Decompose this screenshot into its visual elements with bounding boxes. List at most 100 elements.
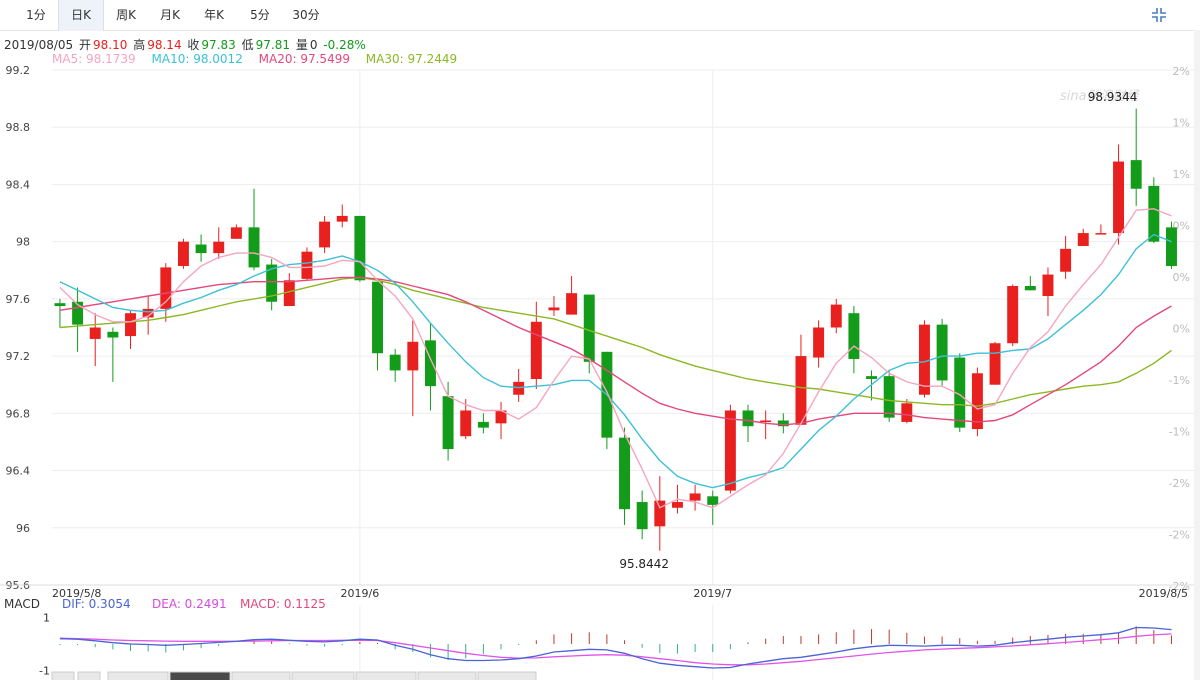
candle-body	[583, 294, 595, 362]
info-low-label: 低	[241, 38, 254, 52]
indicator-tab	[477, 671, 537, 680]
pct-tick-label: 1%	[1173, 117, 1190, 130]
candle-body	[954, 357, 966, 428]
info-date: 2019/08/05	[4, 38, 74, 52]
indicator-tab	[107, 671, 169, 680]
info-volume: 0	[309, 38, 318, 52]
candle-body	[1130, 160, 1142, 189]
candle-body	[1077, 233, 1089, 246]
ma20-label: MA20: 97.5499	[258, 52, 350, 66]
macd-dif-label: DIF: 0.3054	[62, 597, 131, 611]
pct-tick-label: 0%	[1173, 323, 1190, 336]
candle-body	[1042, 274, 1054, 297]
y-tick-label: 97.6	[6, 293, 31, 306]
x-tick-label: 2019/5/8	[52, 587, 101, 600]
candle-body	[389, 354, 401, 371]
macd-value-label: MACD: 0.1125	[240, 597, 326, 611]
collapse-fullscreen-icon[interactable]	[1150, 6, 1168, 24]
candle-body	[901, 403, 913, 422]
candle-body	[671, 502, 683, 508]
ma10-line	[59, 233, 1172, 489]
info-change: -0.28%	[323, 38, 366, 52]
candle-body	[813, 327, 825, 358]
candle-body	[689, 493, 701, 501]
candle-body	[1113, 161, 1125, 234]
candle-body	[566, 293, 578, 315]
tab-weekly-k[interactable]: 周K	[116, 8, 136, 22]
x-tick-label: 2019/7	[693, 587, 732, 600]
ma30-line	[59, 276, 1172, 407]
candle-body	[1024, 286, 1036, 291]
info-volume-label: 量	[295, 38, 308, 52]
candle-body	[230, 227, 242, 239]
info-high: 98.14	[147, 38, 182, 52]
tab-30min[interactable]: 30分	[292, 8, 320, 22]
candle-body	[548, 307, 560, 311]
x-tick-label: 2019/6	[341, 587, 380, 600]
ma5-label: MA5: 98.1739	[52, 52, 136, 66]
ma10-label: MA10: 98.0012	[151, 52, 243, 66]
candle-body	[971, 373, 983, 430]
y-tick-label: 96.4	[6, 465, 31, 478]
candle-body	[125, 313, 136, 337]
candle-body	[460, 410, 472, 437]
candle-body	[1166, 227, 1177, 266]
info-low: 97.81	[255, 38, 290, 52]
y-tick-label: 98	[16, 236, 30, 249]
candle-body	[936, 324, 948, 381]
tab-5min[interactable]: 5分	[250, 8, 270, 22]
candle-body	[266, 264, 278, 302]
candle-body	[319, 221, 331, 248]
ohlc-info-row: 2019/08/05 开 98.10 高 98.14 收 97.83 低 97.81 量…	[4, 36, 368, 53]
indicator-tab	[231, 671, 291, 680]
candle-body	[301, 251, 313, 279]
y-tick-label: 98.8	[6, 121, 31, 134]
x-tick-label: 2019/8/5	[1139, 587, 1188, 600]
candle-body	[1060, 248, 1072, 272]
candle-body	[918, 324, 930, 395]
candle-body	[830, 304, 842, 328]
pct-tick-label: 1%	[1173, 168, 1190, 181]
candle-body	[160, 267, 172, 309]
candle-body	[1095, 233, 1107, 235]
tab-yearly-k[interactable]: 年K	[204, 8, 224, 22]
candle-body	[89, 327, 101, 339]
candle-body	[636, 502, 648, 530]
macd-dif-line	[59, 626, 1172, 669]
candle-body	[866, 376, 878, 379]
pct-tick-label: -1%	[1169, 426, 1190, 439]
info-open-label: 开	[79, 38, 92, 52]
y-tick-label: 98.4	[6, 178, 31, 191]
watermark-text: sina新浪财经	[1060, 88, 1141, 104]
period-tab-bar: 1分 日K 周K 月K 年K 5分 30分	[0, 0, 1200, 31]
candle-body	[177, 241, 189, 266]
candle-body	[283, 280, 295, 307]
macd-dea-line	[59, 633, 1172, 666]
candle-body	[248, 227, 260, 268]
candle-body	[883, 376, 895, 418]
candle-body	[724, 410, 736, 491]
candle-body	[54, 303, 66, 307]
pct-tick-label: -2%	[1169, 477, 1190, 490]
pct-tick-label: 0%	[1173, 271, 1190, 284]
low-annotation: 95.8442	[619, 557, 669, 571]
candle-body	[707, 496, 719, 505]
candle-body	[848, 313, 860, 359]
info-high-label: 高	[133, 38, 146, 52]
candle-body	[619, 437, 630, 510]
pct-tick-label: -1%	[1169, 374, 1190, 387]
tab-daily-k[interactable]: 日K	[58, 0, 104, 31]
macd-y-tick: -1	[39, 665, 50, 678]
y-tick-label: 97.2	[6, 350, 31, 363]
ma-legend: MA5: 98.1739 MA10: 98.0012 MA20: 97.5499…	[52, 52, 469, 66]
ma5-line	[59, 208, 1172, 509]
candle-body	[442, 396, 454, 450]
indicator-tab	[51, 671, 75, 680]
tab-1min[interactable]: 1分	[26, 8, 46, 22]
candle-body	[760, 420, 772, 422]
macd-title: MACD	[4, 597, 40, 611]
candle-body	[142, 308, 154, 318]
candle-body	[195, 244, 207, 254]
indicator-tab	[355, 671, 417, 680]
tab-monthly-k[interactable]: 月K	[160, 8, 180, 22]
